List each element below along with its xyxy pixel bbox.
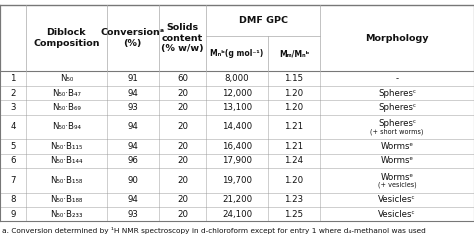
- Text: 1.15: 1.15: [284, 74, 303, 83]
- Bar: [0, 139, 474, 154]
- Text: 3: 3: [10, 103, 16, 112]
- Text: 13,100: 13,100: [222, 103, 252, 112]
- Text: 4: 4: [10, 122, 16, 131]
- Text: 20: 20: [177, 89, 188, 98]
- Text: N₅₀·B₂₃₃: N₅₀·B₂₃₃: [50, 210, 82, 219]
- Text: N₅₀·B₄₇: N₅₀·B₄₇: [52, 89, 81, 98]
- Text: 17,900: 17,900: [222, 156, 252, 165]
- Text: 1.21: 1.21: [284, 142, 303, 151]
- Bar: [0, 207, 474, 221]
- Text: Spheresᶜ: Spheresᶜ: [378, 89, 416, 98]
- Text: Vesiclesᶜ: Vesiclesᶜ: [378, 210, 416, 219]
- Text: Vesiclesᶜ: Vesiclesᶜ: [378, 195, 416, 204]
- Text: 90: 90: [128, 176, 138, 185]
- Text: 1: 1: [10, 74, 16, 83]
- Text: 96: 96: [128, 156, 138, 165]
- Text: 2: 2: [10, 89, 16, 98]
- Text: Diblock
Composition: Diblock Composition: [33, 28, 100, 48]
- Text: 20: 20: [177, 210, 188, 219]
- Text: N₅₀·B₁₁₅: N₅₀·B₁₁₅: [50, 142, 82, 151]
- Text: 12,000: 12,000: [222, 89, 252, 98]
- Text: Morphology: Morphology: [365, 34, 428, 43]
- Text: 1.20: 1.20: [284, 103, 303, 112]
- Text: Wormsᵉ: Wormsᵉ: [381, 156, 413, 165]
- Bar: [0, 5, 474, 71]
- Text: 1.20: 1.20: [284, 176, 303, 185]
- Text: 9: 9: [10, 210, 16, 219]
- Text: N₅₀: N₅₀: [60, 74, 73, 83]
- Text: 21,200: 21,200: [222, 195, 252, 204]
- Text: 94: 94: [128, 195, 138, 204]
- Bar: [0, 71, 474, 86]
- Text: 94: 94: [128, 122, 138, 131]
- Text: (+ vesicles): (+ vesicles): [378, 181, 416, 188]
- Text: Spheresᶜ: Spheresᶜ: [378, 103, 416, 112]
- Text: 7: 7: [10, 176, 16, 185]
- Text: Solids
content
(% w/w): Solids content (% w/w): [161, 23, 204, 53]
- Text: 60: 60: [177, 74, 188, 83]
- Text: 20: 20: [177, 195, 188, 204]
- Text: Wormsᵉ: Wormsᵉ: [381, 142, 413, 151]
- Text: 93: 93: [128, 103, 138, 112]
- Text: 20: 20: [177, 122, 188, 131]
- Text: N₅₀·B₉₄: N₅₀·B₉₄: [52, 122, 81, 131]
- Text: Mₙᵇ(g mol⁻¹): Mₙᵇ(g mol⁻¹): [210, 49, 264, 58]
- Text: 14,400: 14,400: [222, 122, 252, 131]
- Text: 20: 20: [177, 156, 188, 165]
- Text: N₅₀·B₁₄₄: N₅₀·B₁₄₄: [50, 156, 82, 165]
- Text: 1.21: 1.21: [284, 122, 303, 131]
- Text: 91: 91: [128, 74, 138, 83]
- Text: 93: 93: [128, 210, 138, 219]
- Text: N₅₀·B₆₉: N₅₀·B₆₉: [52, 103, 81, 112]
- Text: 5: 5: [10, 142, 16, 151]
- Text: Spheresᶜ: Spheresᶜ: [378, 119, 416, 128]
- Text: 16,400: 16,400: [222, 142, 252, 151]
- Bar: [0, 168, 474, 193]
- Text: -: -: [395, 74, 399, 83]
- Bar: [0, 115, 474, 139]
- Text: Conversionᵃ
(%): Conversionᵃ (%): [100, 28, 165, 48]
- Text: 20: 20: [177, 176, 188, 185]
- Text: 1.23: 1.23: [284, 195, 303, 204]
- Text: Wormsᵉ: Wormsᵉ: [381, 173, 413, 182]
- Text: (+ short worms): (+ short worms): [370, 128, 424, 134]
- Text: N₅₀·B₁₈₈: N₅₀·B₁₈₈: [50, 195, 82, 204]
- Text: 1.25: 1.25: [284, 210, 303, 219]
- Text: 8,000: 8,000: [225, 74, 249, 83]
- Bar: [0, 86, 474, 100]
- Text: DMF GPC: DMF GPC: [238, 16, 288, 25]
- Bar: [0, 100, 474, 115]
- Text: 20: 20: [177, 142, 188, 151]
- Text: Mₘ/Mₙᵇ: Mₘ/Mₙᵇ: [279, 49, 309, 58]
- Text: 20: 20: [177, 103, 188, 112]
- Text: 6: 6: [10, 156, 16, 165]
- Text: 1.24: 1.24: [284, 156, 303, 165]
- Bar: [0, 193, 474, 207]
- Text: 8: 8: [10, 195, 16, 204]
- Text: a. Conversion determined by ¹H NMR spectroscopy in d-chloroform except for entry: a. Conversion determined by ¹H NMR spect…: [2, 227, 426, 234]
- Text: 24,100: 24,100: [222, 210, 252, 219]
- Text: 19,700: 19,700: [222, 176, 252, 185]
- Bar: [0, 154, 474, 168]
- Text: 94: 94: [128, 142, 138, 151]
- Text: N₅₀·B₁₅₈: N₅₀·B₁₅₈: [50, 176, 82, 185]
- Text: 1.20: 1.20: [284, 89, 303, 98]
- Text: 94: 94: [128, 89, 138, 98]
